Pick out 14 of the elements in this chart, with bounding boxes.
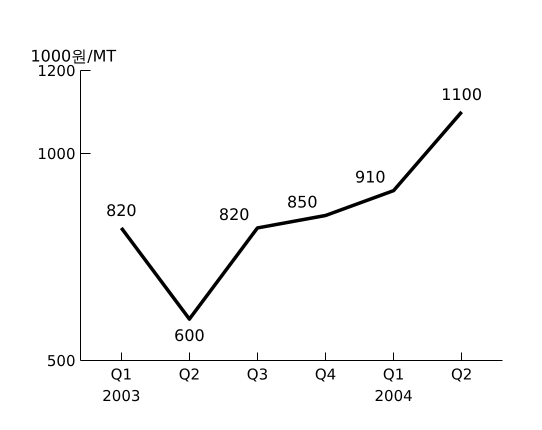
data-label: 820 — [106, 200, 137, 220]
x-tick-label: Q1 2003 — [102, 366, 140, 406]
x-tick-label: Q3 — [246, 366, 268, 384]
x-tick-label: Q2 — [450, 366, 472, 384]
data-label: 600 — [174, 326, 205, 346]
y-tick-label: 500 — [46, 352, 76, 370]
data-label: 910 — [355, 168, 386, 187]
data-label: 820 — [218, 204, 250, 224]
data-label: 1100 — [441, 84, 482, 104]
x-tick-label: Q4 — [314, 366, 336, 384]
x-tick-label: Q2 — [178, 366, 200, 384]
y-tick-label: 1000 — [37, 144, 76, 163]
data-label: 850 — [286, 192, 318, 212]
x-tick-label: Q1 2004 — [374, 366, 413, 406]
